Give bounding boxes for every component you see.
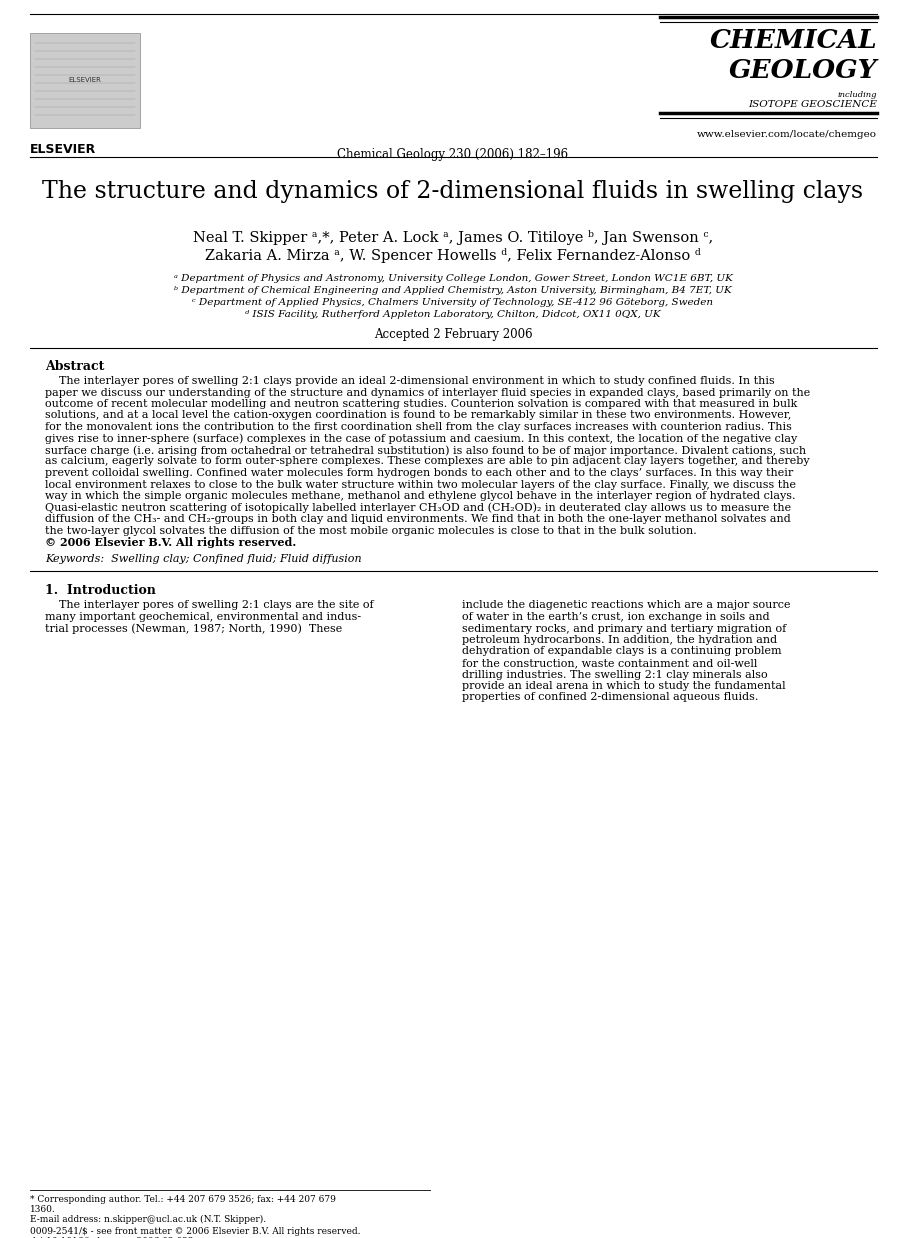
Text: www.elsevier.com/locate/chemgeo: www.elsevier.com/locate/chemgeo — [697, 130, 877, 139]
Text: The interlayer pores of swelling 2:1 clays provide an ideal 2-dimensional enviro: The interlayer pores of swelling 2:1 cla… — [45, 376, 775, 386]
Text: Accepted 2 February 2006: Accepted 2 February 2006 — [374, 328, 532, 340]
Text: sedimentary rocks, and primary and tertiary migration of: sedimentary rocks, and primary and terti… — [462, 624, 786, 634]
Text: The structure and dynamics of 2-dimensional fluids in swelling clays: The structure and dynamics of 2-dimensio… — [43, 180, 863, 203]
Text: 0009-2541/$ - see front matter © 2006 Elsevier B.V. All rights reserved.: 0009-2541/$ - see front matter © 2006 El… — [30, 1227, 360, 1236]
Text: Chemical Geology 230 (2006) 182–196: Chemical Geology 230 (2006) 182–196 — [337, 149, 569, 161]
Text: petroleum hydrocarbons. In addition, the hydration and: petroleum hydrocarbons. In addition, the… — [462, 635, 777, 645]
Text: paper we discuss our understanding of the structure and dynamics of interlayer f: paper we discuss our understanding of th… — [45, 387, 810, 397]
Text: solutions, and at a local level the cation-oxygen coordination is found to be re: solutions, and at a local level the cati… — [45, 411, 792, 421]
Text: Abstract: Abstract — [45, 360, 104, 373]
Text: drilling industries. The swelling 2:1 clay minerals also: drilling industries. The swelling 2:1 cl… — [462, 670, 767, 680]
Text: of water in the earth’s crust, ion exchange in soils and: of water in the earth’s crust, ion excha… — [462, 612, 770, 621]
Text: many important geochemical, environmental and indus-: many important geochemical, environmenta… — [45, 612, 361, 621]
Text: properties of confined 2-dimensional aqueous fluids.: properties of confined 2-dimensional aqu… — [462, 692, 758, 702]
Text: ᵇ Department of Chemical Engineering and Applied Chemistry, Aston University, Bi: ᵇ Department of Chemical Engineering and… — [174, 286, 732, 295]
Text: outcome of recent molecular modelling and neutron scattering studies. Counterion: outcome of recent molecular modelling an… — [45, 399, 797, 409]
Text: Neal T. Skipper ᵃ,*, Peter A. Lock ᵃ, James O. Titiloye ᵇ, Jan Swenson ᶜ,: Neal T. Skipper ᵃ,*, Peter A. Lock ᵃ, Ja… — [193, 230, 713, 245]
Text: the two-layer glycol solvates the diffusion of the most mobile organic molecules: the two-layer glycol solvates the diffus… — [45, 525, 697, 536]
Text: © 2006 Elsevier B.V. All rights reserved.: © 2006 Elsevier B.V. All rights reserved… — [45, 537, 297, 548]
Bar — [30, 33, 140, 128]
Text: way in which the simple organic molecules methane, methanol and ethylene glycol : way in which the simple organic molecule… — [45, 491, 795, 501]
Text: ELSEVIER: ELSEVIER — [30, 144, 96, 156]
Text: prevent colloidal swelling. Confined water molecules form hydrogen bonds to each: prevent colloidal swelling. Confined wat… — [45, 468, 794, 478]
Text: as calcium, eagerly solvate to form outer-sphere complexes. These complexes are : as calcium, eagerly solvate to form oute… — [45, 457, 810, 467]
Text: Zakaria A. Mirza ᵃ, W. Spencer Howells ᵈ, Felix Fernandez-Alonso ᵈ: Zakaria A. Mirza ᵃ, W. Spencer Howells ᵈ… — [205, 248, 701, 262]
Text: ᵃ Department of Physics and Astronomy, University College London, Gower Street, : ᵃ Department of Physics and Astronomy, U… — [173, 274, 733, 284]
Text: surface charge (i.e. arising from octahedral or tetrahedral substitution) is als: surface charge (i.e. arising from octahe… — [45, 444, 806, 456]
Text: for the monovalent ions the contribution to the first coordination shell from th: for the monovalent ions the contribution… — [45, 422, 792, 432]
Text: provide an ideal arena in which to study the fundamental: provide an ideal arena in which to study… — [462, 681, 785, 691]
Text: ᶜ Department of Applied Physics, Chalmers University of Technology, SE-412 96 Gö: ᶜ Department of Applied Physics, Chalmer… — [192, 298, 714, 307]
Text: local environment relaxes to close to the bulk water structure within two molecu: local environment relaxes to close to th… — [45, 479, 796, 489]
Text: GEOLOGY: GEOLOGY — [728, 58, 877, 83]
Text: 1360.: 1360. — [30, 1205, 55, 1214]
Text: ISOTOPE GEOSCIENCE: ISOTOPE GEOSCIENCE — [748, 100, 877, 109]
Text: for the construction, waste containment and oil-well: for the construction, waste containment … — [462, 659, 757, 669]
Text: E-mail address: n.skipper@ucl.ac.uk (N.T. Skipper).: E-mail address: n.skipper@ucl.ac.uk (N.T… — [30, 1214, 266, 1224]
Text: Keywords:  Swelling clay; Confined fluid; Fluid diffusion: Keywords: Swelling clay; Confined fluid;… — [45, 555, 362, 565]
Text: ᵈ ISIS Facility, Rutherford Appleton Laboratory, Chilton, Didcot, OX11 0QX, UK: ᵈ ISIS Facility, Rutherford Appleton Lab… — [245, 310, 661, 319]
Text: 1.  Introduction: 1. Introduction — [45, 584, 156, 598]
Text: diffusion of the CH₃- and CH₂-groups in both clay and liquid environments. We fi: diffusion of the CH₃- and CH₂-groups in … — [45, 514, 791, 524]
Text: Quasi-elastic neutron scattering of isotopically labelled interlayer CH₃OD and (: Quasi-elastic neutron scattering of isot… — [45, 503, 791, 513]
Text: gives rise to inner-sphere (surface) complexes in the case of potassium and caes: gives rise to inner-sphere (surface) com… — [45, 433, 797, 444]
Text: The interlayer pores of swelling 2:1 clays are the site of: The interlayer pores of swelling 2:1 cla… — [45, 600, 374, 610]
Text: * Corresponding author. Tel.: +44 207 679 3526; fax: +44 207 679: * Corresponding author. Tel.: +44 207 67… — [30, 1195, 336, 1205]
Text: ELSEVIER: ELSEVIER — [69, 77, 102, 83]
Text: include the diagenetic reactions which are a major source: include the diagenetic reactions which a… — [462, 600, 791, 610]
Text: including: including — [837, 92, 877, 99]
Text: dehydration of expandable clays is a continuing problem: dehydration of expandable clays is a con… — [462, 646, 782, 656]
Text: CHEMICAL: CHEMICAL — [709, 28, 877, 53]
Text: trial processes (Newman, 1987; North, 1990)  These: trial processes (Newman, 1987; North, 19… — [45, 624, 342, 634]
